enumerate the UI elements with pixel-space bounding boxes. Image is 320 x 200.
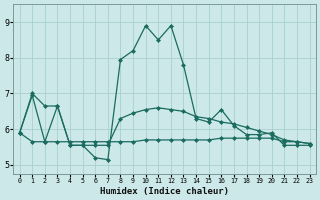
X-axis label: Humidex (Indice chaleur): Humidex (Indice chaleur): [100, 187, 229, 196]
